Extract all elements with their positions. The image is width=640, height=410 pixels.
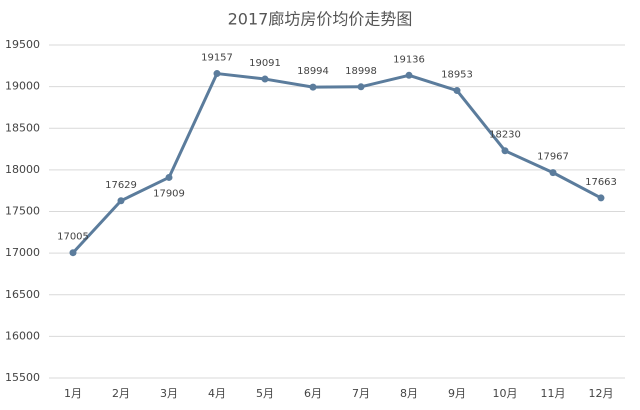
y-tick-label: 17500 [5, 205, 40, 218]
y-tick-label: 15500 [5, 371, 40, 384]
point [405, 71, 413, 79]
point [549, 169, 557, 177]
data-label: 18230 [489, 130, 521, 141]
point [165, 173, 173, 181]
y-tick-label: 19500 [5, 38, 40, 51]
data-label: 19091 [249, 58, 281, 69]
x-tick-label: 9月 [448, 387, 466, 400]
x-tick-label: 3月 [160, 387, 178, 400]
data-label: 18998 [345, 66, 377, 77]
y-tick-label: 19000 [5, 80, 40, 93]
data-label: 19136 [393, 54, 425, 65]
y-tick-label: 17000 [5, 246, 40, 259]
point [309, 83, 317, 91]
data-label: 17663 [585, 177, 617, 188]
point [117, 197, 125, 205]
y-tick-label: 16500 [5, 288, 40, 301]
point [213, 70, 221, 78]
x-tick-label: 7月 [352, 387, 370, 400]
x-tick-label: 8月 [400, 387, 418, 400]
data-label: 17967 [537, 152, 569, 163]
x-tick-label: 2月 [112, 387, 130, 400]
x-tick-label: 10月 [493, 387, 518, 400]
data-label: 17629 [105, 180, 137, 191]
chart-title: 2017廊坊房价均价走势图 [228, 10, 413, 29]
x-tick-label: 1月 [64, 387, 82, 400]
y-tick-label: 16000 [5, 329, 40, 342]
point [357, 83, 365, 91]
data-label: 17005 [57, 232, 89, 243]
x-tick-label: 4月 [208, 387, 226, 400]
x-tick-label: 11月 [541, 387, 566, 400]
data-label: 18994 [297, 66, 329, 77]
point [453, 87, 461, 95]
point [501, 147, 509, 155]
x-tick-label: 5月 [256, 387, 274, 400]
point [261, 75, 269, 83]
y-tick-label: 18500 [5, 121, 40, 134]
x-tick-label: 6月 [304, 387, 322, 400]
data-label: 18953 [441, 70, 473, 81]
line [71, 72, 602, 254]
x-tick-label: 12月 [589, 387, 614, 400]
data-label: 17909 [153, 188, 185, 199]
point [69, 249, 77, 257]
data-label: 19157 [201, 53, 233, 64]
y-tick-label: 18000 [5, 163, 40, 176]
point [597, 194, 605, 202]
